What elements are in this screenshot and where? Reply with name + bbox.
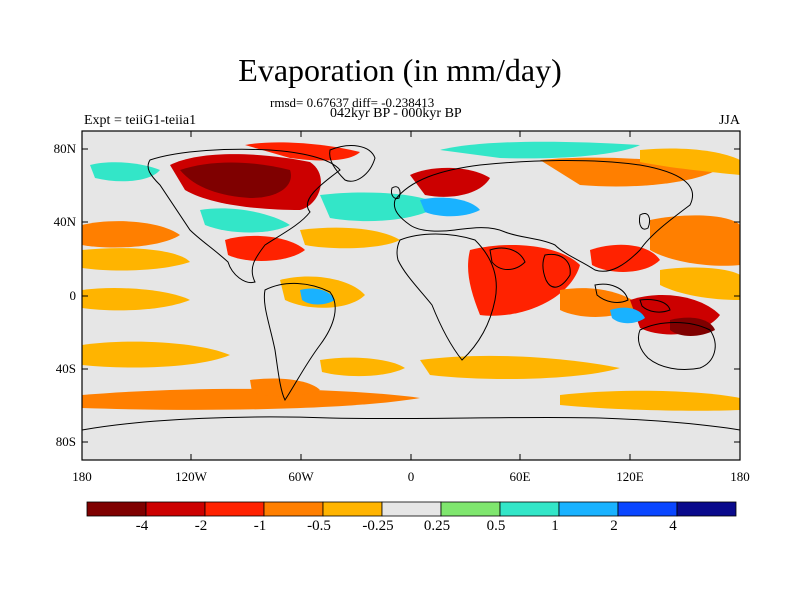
colorbar-label: -0.5	[307, 518, 331, 534]
colorbar-label: -0.25	[362, 518, 394, 534]
lat-ticks	[82, 148, 740, 443]
colorbar-label: 0.25	[423, 518, 451, 534]
season-label: JJA	[718, 113, 740, 128]
experiment-label: Expt = teiiG1-teiia1	[84, 113, 197, 128]
lat-label-80n: 80N	[53, 141, 76, 156]
coastlines	[81, 145, 741, 431]
colorbar-label: 2	[610, 518, 618, 534]
colorbar-swatch	[381, 501, 442, 517]
colorbar-swatch	[86, 501, 147, 517]
colorbar-label: -1	[253, 518, 267, 534]
period-subtitle: 042kyr BP - 000kyr BP	[330, 106, 462, 121]
lon-label-120w: 120W	[175, 469, 207, 484]
lat-label-0: 0	[69, 288, 77, 303]
colorbar	[86, 501, 737, 517]
colorbar-swatch	[204, 501, 265, 517]
colorbar-swatch	[558, 501, 619, 517]
map-title: Evaporation (in mm/day)	[238, 52, 562, 88]
colorbar-swatch	[145, 501, 206, 517]
lon-label-180w: 180	[72, 469, 92, 484]
lat-label-40n: 40N	[53, 214, 76, 229]
lon-label-180e: 180	[730, 469, 750, 484]
colorbar-swatch	[440, 501, 501, 517]
colorbar-label: -4	[135, 518, 149, 534]
lon-label-60w: 60W	[288, 469, 314, 484]
colorbar-label: 0.5	[486, 518, 506, 534]
colorbar-label: 1	[551, 518, 559, 534]
anomaly-field	[82, 141, 740, 411]
lon-label-0: 0	[407, 469, 415, 484]
lat-label-40s: 40S	[55, 361, 76, 376]
lon-ticks	[190, 131, 631, 460]
colorbar-label: 4	[669, 518, 677, 534]
lon-label-120e: 120E	[616, 469, 644, 484]
lon-label-60e: 60E	[509, 469, 531, 484]
colorbar-swatch	[499, 501, 560, 517]
lat-label-80s: 80S	[55, 434, 76, 449]
colorbar-swatch	[322, 501, 383, 517]
stats-subtitle: rmsd= 0.67637 diff= -0.238413	[270, 95, 435, 110]
colorbar-swatch	[617, 501, 678, 517]
colorbar-swatch	[263, 501, 324, 517]
colorbar-swatch	[676, 501, 737, 517]
colorbar-label: -2	[194, 518, 208, 534]
